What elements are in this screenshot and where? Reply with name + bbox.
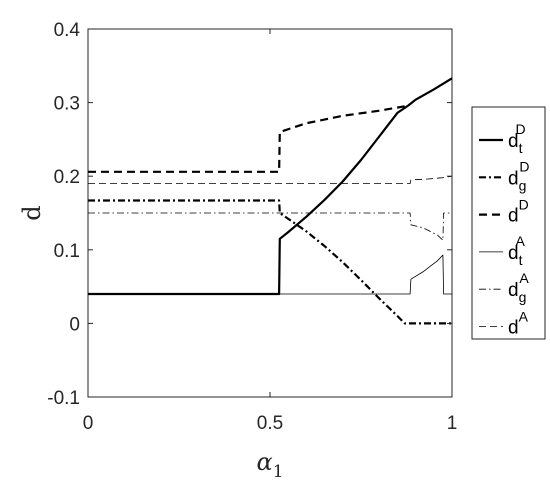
y-tick-label-3: 0.1 [54, 241, 80, 262]
tick-layer: -0.100.10.20.30.40 0.5 1 [47, 20, 457, 434]
x-axis-label-subscript: 1 [273, 462, 284, 482]
legend-label-1: dtD [508, 121, 526, 156]
legend-label-5: dgA [508, 270, 529, 305]
y-tick-label-6: 0.4 [54, 20, 81, 41]
series-line-3 [88, 105, 405, 173]
legend-label-6: dA [508, 309, 529, 339]
series-line-1 [88, 77, 453, 296]
series-layer [88, 77, 453, 325]
legend-label-3: dD [508, 197, 529, 227]
y-tick-label-5: 0.3 [54, 94, 80, 115]
x-tick-label-2: 0.5 [257, 413, 283, 434]
y-tick-label-4: 0.2 [54, 167, 80, 188]
legend-label-4: dtA [508, 233, 525, 268]
y-tick-label-2: 0 [69, 314, 80, 335]
legend-label-2: dgD [508, 158, 530, 193]
legend-box [471, 106, 546, 340]
x-axis-label-symbol: α [256, 448, 272, 476]
series-line-6 [88, 175, 453, 184]
x-tick-label-3: 1 [447, 413, 458, 434]
x-axis-label: α1 [256, 448, 283, 482]
series-line-4 [88, 254, 452, 295]
y-axis-label: d [18, 205, 46, 220]
legend: dtD dgD dD dtA dgA dA [471, 106, 546, 340]
series-line-2 [88, 199, 452, 325]
x-tick-label-1: 0 [83, 413, 94, 434]
series-line-5 [88, 212, 452, 241]
y-tick-label-1: -0.1 [47, 388, 80, 409]
